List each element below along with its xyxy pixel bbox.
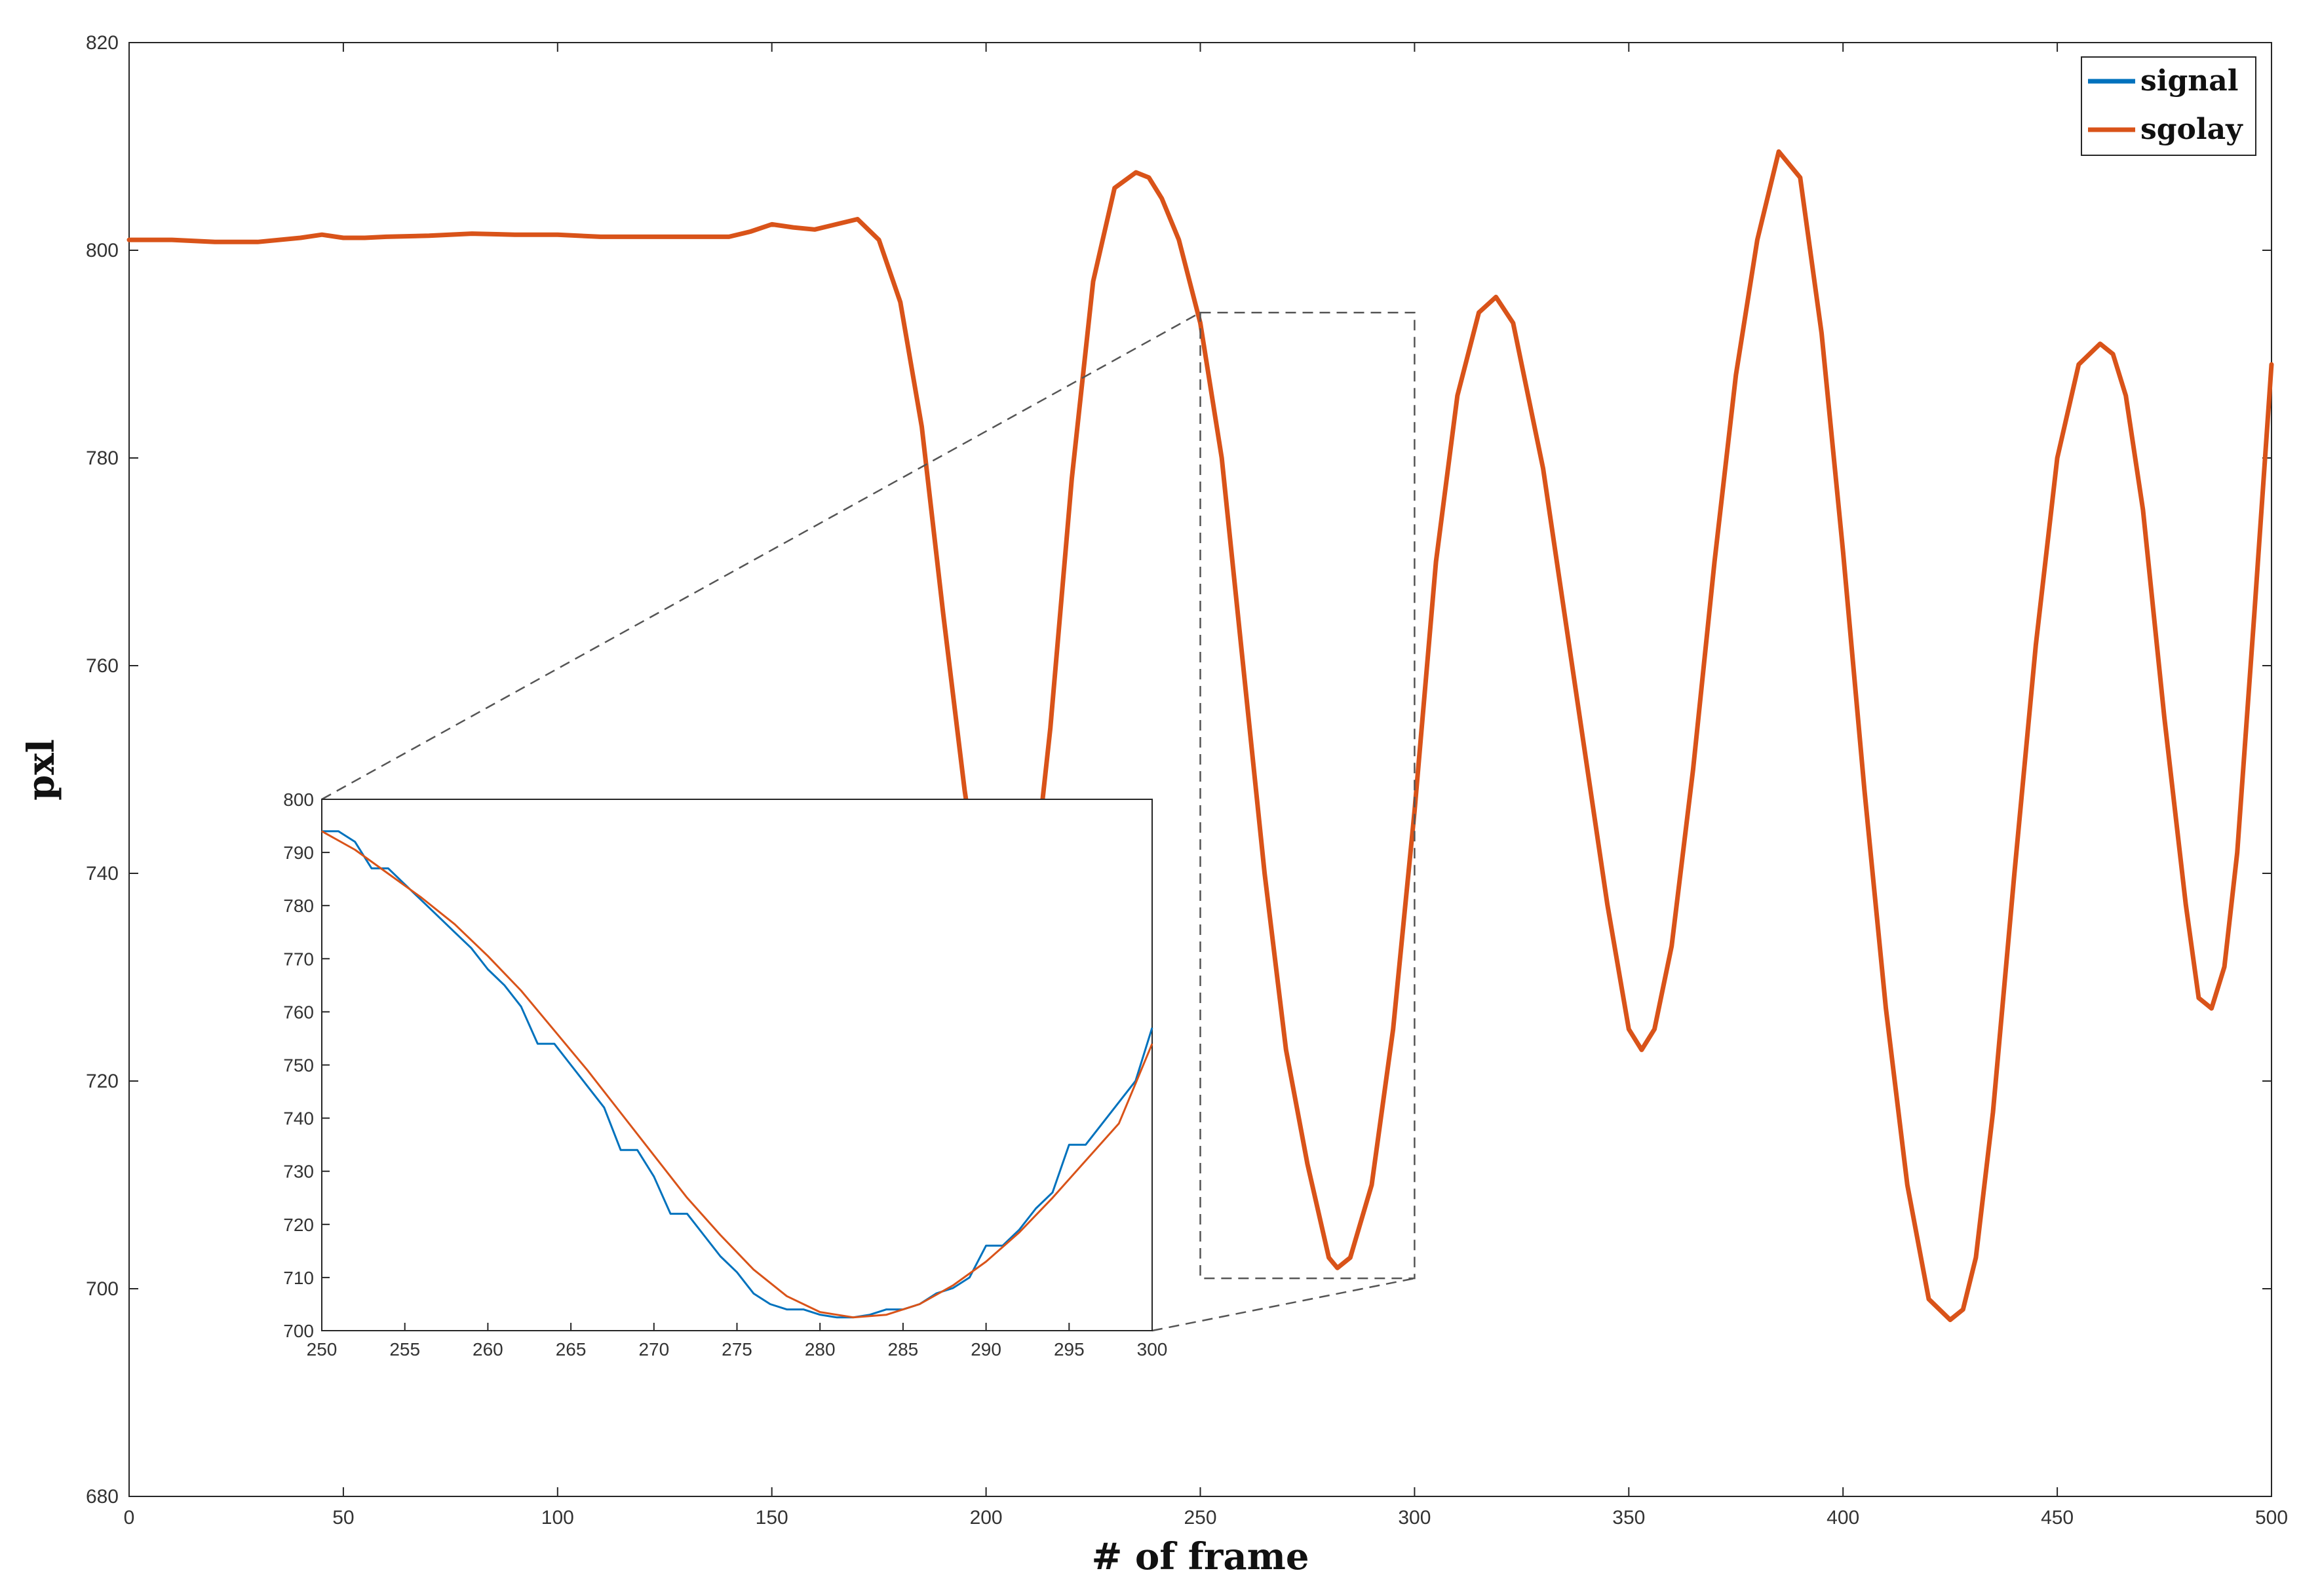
zoom-guide-line-upper xyxy=(321,312,1201,801)
inset-x-tick-label: 250 xyxy=(307,1339,338,1359)
series-line-sgolay xyxy=(126,149,2274,1322)
inset-x-tick-label: 295 xyxy=(1054,1339,1085,1359)
y-tick-label: 740 xyxy=(86,863,119,884)
inset-y-tick-label: 710 xyxy=(283,1268,314,1288)
inset-x-tick-label: 255 xyxy=(389,1339,420,1359)
x-tick-label: 250 xyxy=(1184,1507,1216,1529)
inset-series-line-sgolay xyxy=(321,830,1153,1319)
y-tick-label: 760 xyxy=(86,655,119,677)
inset-y-tick-label: 790 xyxy=(283,843,314,863)
y-tick-label: 720 xyxy=(86,1071,119,1092)
zoom-guide-line-lower xyxy=(1151,1277,1415,1332)
zoom-region-box xyxy=(1199,311,1416,1280)
legend-box xyxy=(2081,56,2256,156)
inset-plot-area: 250 255 260 265 270 275 280 285 290 295 300 700 710 7… xyxy=(283,789,1167,1359)
zoom-guide-lines xyxy=(321,311,1416,1332)
y-tick-label: 680 xyxy=(86,1486,119,1508)
inset-x-tick-label: 300 xyxy=(1137,1339,1168,1359)
inset-frame xyxy=(321,799,1153,1331)
inset-x-tick-label: 265 xyxy=(556,1339,587,1359)
y-tick-label: 800 xyxy=(86,240,119,261)
inset-y-tick-label: 750 xyxy=(283,1055,314,1076)
x-tick-label: 300 xyxy=(1398,1507,1431,1529)
inset-x-tick-label: 275 xyxy=(722,1339,752,1359)
inset-x-tick-label: 285 xyxy=(888,1339,919,1359)
y-axis-label: pxl xyxy=(20,739,63,801)
inset-y-tick-label: 760 xyxy=(283,1002,314,1022)
inset-x-tick-label: 270 xyxy=(638,1339,669,1359)
x-tick-label: 200 xyxy=(970,1507,1003,1529)
x-tick-label: 500 xyxy=(2255,1507,2288,1529)
inset-y-tick-label: 720 xyxy=(283,1215,314,1235)
inset-x-tick-label: 280 xyxy=(805,1339,836,1359)
x-tick-label: 100 xyxy=(541,1507,574,1529)
inset-y-tick-label: 730 xyxy=(283,1162,314,1182)
y-tick-label: 700 xyxy=(86,1278,119,1300)
x-axis-label: # of frame xyxy=(1091,1535,1309,1578)
inset-series-line-signal xyxy=(322,830,1153,1319)
x-tick-label: 350 xyxy=(1612,1507,1645,1529)
x-tick-label: 400 xyxy=(1827,1507,1859,1529)
y-tick-label: 820 xyxy=(86,32,119,54)
y-tick-label: 780 xyxy=(86,447,119,469)
inset-y-tick-label: 800 xyxy=(283,789,314,810)
legend-label-sgolay: sgolay xyxy=(2140,113,2243,146)
x-tick-label: 0 xyxy=(124,1507,135,1529)
legend: signal sgolay xyxy=(2081,56,2256,156)
inset-y-tick-label: 740 xyxy=(283,1109,314,1129)
inset-y-tick-label: 780 xyxy=(283,896,314,916)
inset-y-tick-label: 700 xyxy=(283,1321,314,1341)
legend-label-signal: signal xyxy=(2140,64,2238,98)
x-tick-label: 50 xyxy=(332,1507,354,1529)
inset-x-tick-label: 290 xyxy=(971,1339,1001,1359)
inset-y-tick-label: 770 xyxy=(283,949,314,969)
x-tick-label: 450 xyxy=(2041,1507,2074,1529)
x-tick-label: 150 xyxy=(756,1507,788,1529)
inset-x-tick-label: 260 xyxy=(473,1339,503,1359)
